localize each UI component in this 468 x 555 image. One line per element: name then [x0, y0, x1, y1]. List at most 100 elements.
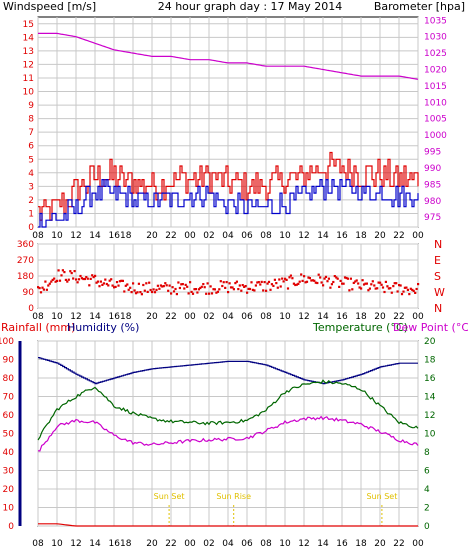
direction-point — [273, 278, 276, 281]
direction-point — [244, 285, 247, 288]
x-tick-label: 04 — [222, 231, 234, 241]
direction-point — [88, 284, 91, 287]
direction-point — [368, 287, 371, 290]
direction-point — [358, 286, 361, 289]
barometer-tick-label: 1020 — [424, 66, 447, 76]
direction-point — [229, 286, 233, 289]
direction-point — [241, 284, 244, 287]
direction-point — [246, 291, 249, 294]
direction-point — [47, 284, 50, 287]
direction-point — [145, 282, 148, 285]
barometer-tick-label: 990 — [424, 164, 441, 174]
direction-point — [89, 277, 92, 280]
x-tick-label: 18 — [355, 312, 367, 322]
direction-point — [336, 277, 339, 280]
direction-point — [184, 283, 187, 286]
direction-point — [281, 277, 284, 280]
barometer-tick-label: 985 — [424, 180, 441, 190]
direction-point — [102, 282, 105, 285]
rainfall-tick-label: 10 — [3, 504, 15, 514]
direction-point — [346, 277, 349, 280]
windspeed-tick-label: 3 — [28, 182, 34, 192]
direction-point — [237, 288, 240, 291]
direction-tick-label: 180 — [17, 272, 34, 282]
direction-point — [129, 286, 132, 289]
direction-point — [95, 281, 98, 284]
x-tick-label: 14 — [89, 312, 101, 322]
direction-point — [70, 272, 73, 275]
direction-point — [80, 277, 83, 280]
direction-point — [83, 277, 86, 281]
direction-point — [126, 283, 129, 286]
direction-point — [270, 283, 273, 286]
direction-point — [417, 283, 420, 286]
barometer-tick-label: 1030 — [424, 33, 447, 43]
direction-point — [172, 290, 176, 293]
barometer-axis-title: Barometer [hpa] — [374, 0, 465, 13]
windspeed-tick-label: 15 — [23, 20, 34, 30]
x-tick-label: 00 — [184, 312, 196, 322]
direction-point — [392, 285, 395, 288]
direction-point — [37, 286, 40, 289]
direction-point — [251, 288, 254, 291]
rainfall-tick-label: 0 — [8, 522, 14, 532]
direction-point — [209, 285, 212, 288]
direction-point — [101, 283, 104, 286]
direction-point — [393, 282, 396, 285]
direction-point — [288, 276, 291, 279]
sun-event-label: Sun Rise — [216, 492, 251, 501]
direction-point — [127, 288, 130, 291]
direction-point — [170, 292, 173, 295]
x-tick-label: 20 — [146, 231, 158, 241]
direction-point — [235, 280, 238, 283]
x-tick-label: 02 — [203, 539, 214, 549]
temperature-tick-label: 12 — [424, 411, 435, 421]
direction-point — [348, 289, 351, 292]
x-tick-label: 20 — [374, 312, 386, 322]
direction-point — [317, 273, 320, 276]
x-tick-label: 12 — [70, 312, 81, 322]
direction-point — [269, 288, 272, 291]
compass-label: N — [434, 302, 442, 315]
direction-point — [351, 288, 354, 291]
direction-point — [108, 279, 111, 282]
direction-point — [94, 274, 97, 277]
rainfall-tick-label: 90 — [3, 356, 15, 366]
rainfall-tick-label: 50 — [3, 430, 15, 440]
direction-point — [206, 282, 209, 285]
direction-point — [243, 285, 246, 288]
direction-point — [200, 285, 203, 288]
barometer-tick-label: 1015 — [424, 82, 447, 92]
direction-point — [240, 289, 243, 292]
direction-point — [99, 280, 102, 283]
direction-point — [130, 291, 133, 294]
direction-point — [384, 280, 387, 283]
direction-point — [250, 281, 253, 284]
windspeed-tick-label: 0 — [28, 223, 34, 233]
direction-point — [156, 284, 159, 287]
direction-point — [118, 280, 121, 283]
barometer-tick-label: 1010 — [424, 98, 447, 108]
humidity-temperature-panel: Rainfall (mm)Humidity (%) Temperature (°C… — [0, 321, 468, 549]
x-tick-label: 12 — [70, 539, 81, 549]
windspeed-tick-label: 10 — [23, 88, 35, 98]
direction-point — [113, 286, 116, 289]
direction-point — [64, 278, 67, 281]
x-tick-label: 02 — [203, 312, 214, 322]
x-tick-label: 08 — [32, 231, 44, 241]
direction-point — [345, 276, 348, 280]
direction-point — [124, 284, 127, 287]
temperature-tick-label: 14 — [424, 393, 436, 403]
direction-point — [85, 276, 88, 279]
barometer-tick-label: 980 — [424, 197, 441, 207]
direction-point — [193, 288, 196, 291]
direction-point — [133, 289, 136, 292]
direction-point — [412, 289, 415, 292]
direction-point — [303, 275, 306, 278]
windspeed-tick-label: 5 — [28, 155, 34, 165]
direction-point — [53, 277, 56, 280]
direction-point — [216, 290, 219, 293]
direction-point — [364, 282, 367, 285]
direction-point — [248, 287, 252, 291]
